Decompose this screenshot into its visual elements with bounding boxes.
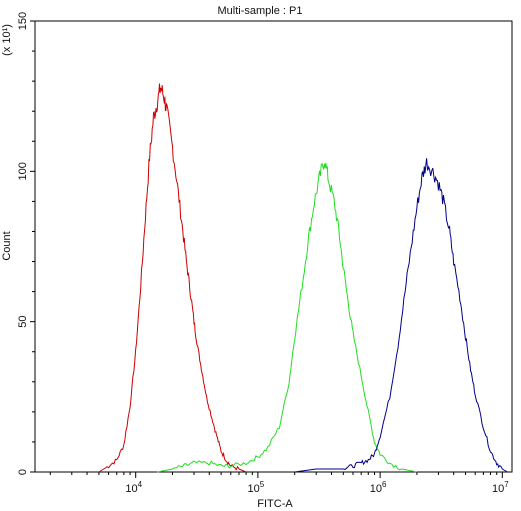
x-tick-label: 106: [370, 480, 387, 495]
axis-ticks: 0 50 100 150 104 105 106 107: [17, 12, 509, 495]
chart-title: Multi-sample : P1: [218, 5, 303, 17]
y-tick-label: 50: [17, 316, 29, 328]
series-line-1: [157, 162, 417, 473]
plot-frame: [34, 20, 513, 473]
x-tick-label: 107: [492, 480, 509, 495]
x-axis-title: FITC-A: [257, 498, 293, 510]
y-tick-label: 150: [17, 12, 29, 30]
y-axis-titles: (x 10¹) Count: [1, 24, 13, 261]
y-tick-label: 0: [17, 469, 29, 475]
y-axis-title: Count: [1, 231, 13, 260]
plot-area: [98, 83, 508, 473]
y-multiplier-label: (x 10¹): [1, 24, 13, 56]
series-line-0: [98, 83, 247, 473]
series-line-2: [294, 158, 508, 473]
y-tick-label: 100: [17, 162, 29, 180]
x-tick-label: 104: [125, 480, 142, 495]
x-tick-label: 105: [248, 480, 265, 495]
